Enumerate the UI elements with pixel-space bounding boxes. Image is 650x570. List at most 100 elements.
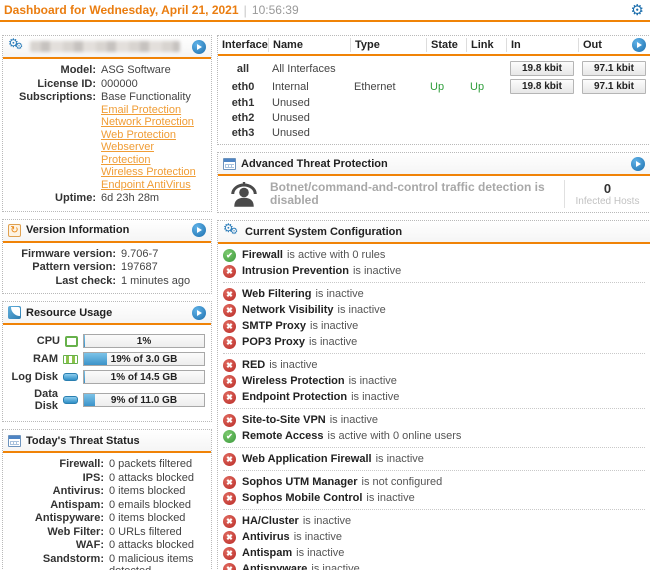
- version-info-panel: Version Information Firmware version: 9.…: [2, 218, 212, 294]
- open-resource-panel-button[interactable]: [192, 305, 206, 320]
- antivirus-value: 0 items blocked: [109, 485, 186, 497]
- settings-gear-icon[interactable]: ⚙: [630, 1, 644, 19]
- status-icon: [223, 287, 236, 301]
- config-item-status: is inactive: [311, 563, 360, 570]
- cpu-label: CPU: [36, 335, 60, 347]
- threat-status-panel: Today's Threat Status Firewall: 0 packets…: [2, 429, 212, 570]
- config-item-name: Wireless Protection: [242, 375, 345, 387]
- cpu-usage-text: 1%: [136, 336, 152, 347]
- status-icon: [223, 452, 236, 466]
- config-item-name: Sophos Mobile Control: [242, 492, 363, 504]
- resource-usage-panel: Resource Usage CPU 1% RAM: [2, 301, 212, 422]
- status-icon: [223, 335, 236, 349]
- interface-name: Unused: [272, 127, 310, 139]
- antispam-value: 0 emails blocked: [109, 498, 191, 511]
- firmware-value: 9.706-7: [121, 247, 159, 260]
- col-type: Type: [350, 38, 426, 52]
- open-atp-panel-button[interactable]: [631, 156, 645, 171]
- clock: 10:56:39: [251, 3, 299, 17]
- firewall-value: 0 packets filtered: [109, 458, 193, 470]
- antispyware-value: 0 items blocked: [109, 512, 186, 524]
- license-value: 000000: [101, 77, 138, 90]
- interface-table-header: Interface Name Type State Link In Out: [218, 36, 650, 56]
- in-traffic-value: 19.8 kbit: [510, 79, 574, 94]
- subscription-link-email[interactable]: Email Protection: [101, 103, 182, 116]
- redacted-system-name: [30, 41, 180, 52]
- spy-person-icon: [218, 181, 270, 207]
- open-version-panel-button[interactable]: [192, 223, 206, 237]
- out-traffic-value: 97.1 kbit: [582, 79, 646, 94]
- col-out: Out: [578, 38, 650, 52]
- firewall-label: Firewall:: [59, 458, 104, 470]
- open-system-panel-button[interactable]: [192, 39, 206, 54]
- gears-icon: [223, 221, 240, 239]
- config-item-name: Sophos UTM Manager: [242, 476, 358, 488]
- infected-hosts-counter: 0 Infected Hosts: [564, 180, 650, 208]
- ram-usage-text: 19% of 3.0 GB: [110, 354, 178, 365]
- uptime-label: Uptime:: [55, 192, 96, 204]
- config-item-status: is inactive: [293, 531, 342, 543]
- subscription-link-endpoint[interactable]: Endpoint AntiVirus: [101, 178, 191, 191]
- config-item-name: Web Filtering: [242, 288, 312, 300]
- version-info-header: Version Information: [3, 219, 211, 243]
- subscription-link-wireless[interactable]: Wireless Protection: [101, 166, 196, 178]
- infected-hosts-label: Infected Hosts: [575, 196, 640, 207]
- interface-row: eth0 Internal Ethernet Up Up 19.8 kbit 9…: [218, 79, 650, 94]
- status-icon: [223, 546, 236, 560]
- interface-row: all All Interfaces 19.8 kbit 97.1 kbit: [218, 61, 650, 76]
- pattern-value: 197687: [121, 261, 158, 273]
- subscription-link-network[interactable]: Network Protection: [101, 116, 194, 128]
- config-item-status: is inactive: [348, 375, 397, 387]
- webfilter-value: 0 URLs filtered: [109, 525, 182, 538]
- config-item-status: is inactive: [315, 288, 364, 300]
- status-icon: [223, 358, 236, 372]
- config-item-name: Antispyware: [242, 563, 308, 570]
- status-icon: [223, 390, 236, 404]
- status-icon: [223, 374, 236, 388]
- page-title: Dashboard for Wednesday, April 21, 2021: [4, 3, 239, 17]
- ips-label: IPS:: [82, 471, 104, 484]
- open-interfaces-panel-button[interactable]: [632, 38, 646, 52]
- subscription-link-web[interactable]: Web Protection: [101, 128, 177, 141]
- interface-type: Ethernet: [354, 80, 396, 93]
- interface-name: Unused: [272, 97, 310, 109]
- panel-title: Resource Usage: [26, 306, 113, 319]
- right-column: Interface Name Type State Link In Out al…: [217, 35, 650, 570]
- subscriptions-label: Subscriptions:: [18, 91, 96, 103]
- title-separator: |: [243, 2, 247, 18]
- config-item-name: Remote Access: [242, 430, 324, 442]
- config-item-name: RED: [242, 359, 266, 371]
- interface-row: eth2 Unused: [218, 112, 650, 124]
- lastcheck-value: 1 minutes ago: [121, 274, 191, 287]
- panel-title: Today's Threat Status: [26, 434, 140, 447]
- subscription-link-webserver[interactable]: Webserver Protection: [101, 141, 154, 166]
- license-label: License ID:: [37, 77, 96, 90]
- threat-status-header: Today's Threat Status: [3, 430, 211, 453]
- system-config-panel: Current System Configuration Firewallis …: [217, 220, 650, 570]
- config-item-name: Endpoint Protection: [242, 391, 348, 403]
- col-interface: Interface: [222, 39, 268, 51]
- interface-id: eth0: [231, 80, 255, 93]
- antivirus-label: Antivirus:: [52, 485, 104, 497]
- atp-header: Advanced Threat Protection: [218, 153, 650, 176]
- config-item-name: HA/Cluster: [242, 515, 299, 527]
- firmware-label: Firmware version:: [21, 247, 116, 260]
- col-name: Name: [268, 38, 350, 52]
- config-item-name: Antispam: [242, 547, 293, 559]
- left-column: Model: ASG Software License ID: 000000 S…: [2, 35, 212, 570]
- status-icon: [223, 530, 236, 544]
- interface-name: Unused: [272, 112, 310, 124]
- ram-label: RAM: [32, 353, 58, 365]
- col-state: State: [426, 38, 466, 52]
- antispyware-label: Antispyware:: [34, 512, 104, 524]
